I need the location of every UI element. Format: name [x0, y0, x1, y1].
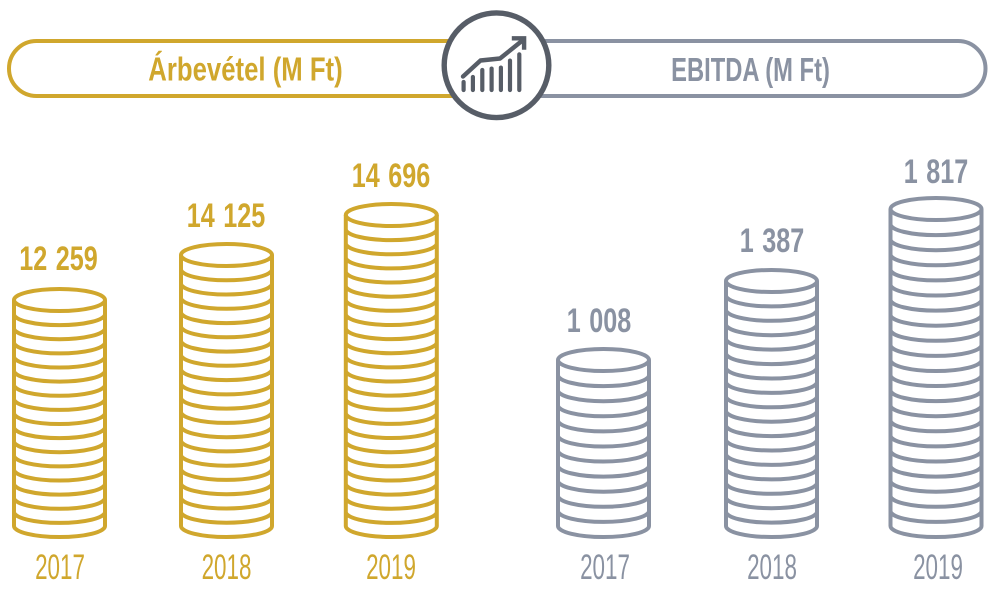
svg-text:EBITDA (M Ft): EBITDA (M Ft) — [671, 52, 830, 89]
svg-text:12 259: 12 259 — [19, 240, 97, 278]
svg-text:2019: 2019 — [913, 548, 963, 587]
svg-text:1 387: 1 387 — [740, 222, 804, 260]
svg-text:2017: 2017 — [35, 548, 85, 587]
svg-text:Árbevétel (M Ft): Árbevétel (M Ft) — [148, 50, 342, 88]
svg-text:1 008: 1 008 — [567, 302, 631, 340]
svg-text:2018: 2018 — [202, 548, 252, 587]
svg-text:2019: 2019 — [366, 548, 416, 587]
svg-text:2017: 2017 — [580, 548, 630, 587]
svg-text:14 125: 14 125 — [187, 197, 265, 235]
svg-text:2018: 2018 — [747, 548, 797, 587]
svg-text:14 696: 14 696 — [352, 157, 430, 195]
svg-text:1 817: 1 817 — [904, 153, 968, 191]
